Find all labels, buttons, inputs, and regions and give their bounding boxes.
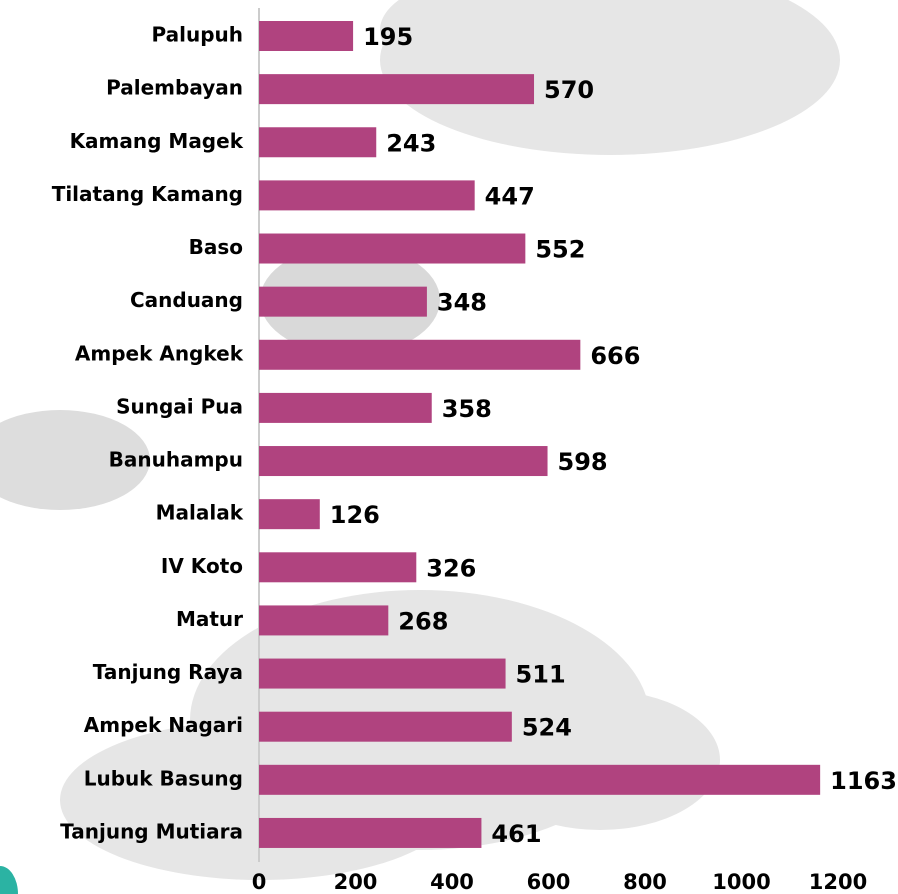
cloud bbox=[0, 410, 150, 510]
category-label: Banuhampu bbox=[109, 448, 243, 472]
category-label: Tilatang Kamang bbox=[52, 182, 243, 206]
x-tick-label: 200 bbox=[334, 870, 378, 894]
value-label: 461 bbox=[491, 820, 541, 848]
value-label: 598 bbox=[558, 448, 608, 476]
value-label: 666 bbox=[590, 342, 640, 370]
bar bbox=[259, 499, 320, 530]
value-label: 570 bbox=[544, 76, 594, 104]
cloud bbox=[480, 690, 720, 830]
value-label: 447 bbox=[485, 182, 535, 210]
value-label: 358 bbox=[442, 395, 492, 423]
bar bbox=[259, 233, 526, 264]
value-label: 195 bbox=[363, 23, 413, 51]
bar bbox=[259, 552, 417, 583]
category-label: Tanjung Raya bbox=[93, 660, 243, 684]
value-label: 511 bbox=[516, 661, 566, 689]
category-label: Kamang Magek bbox=[70, 129, 244, 153]
category-label: Palupuh bbox=[151, 23, 243, 47]
decor bbox=[0, 866, 18, 894]
bar bbox=[259, 446, 548, 477]
x-tick-label: 800 bbox=[623, 870, 667, 894]
x-tick-label: 1200 bbox=[809, 870, 867, 894]
bar bbox=[259, 711, 512, 742]
value-label: 268 bbox=[398, 607, 448, 635]
bar bbox=[259, 658, 506, 689]
category-label: Baso bbox=[189, 235, 243, 259]
bar bbox=[259, 764, 821, 795]
bar bbox=[259, 339, 581, 370]
value-label: 1163 bbox=[830, 767, 897, 795]
category-label: Palembayan bbox=[106, 76, 243, 100]
bar bbox=[259, 74, 535, 105]
bar bbox=[259, 605, 389, 636]
category-label: Tanjung Mutiara bbox=[60, 819, 243, 843]
category-label: Matur bbox=[176, 607, 243, 631]
category-label: Ampek Nagari bbox=[84, 713, 243, 737]
bar bbox=[259, 127, 377, 158]
category-label: Canduang bbox=[130, 288, 243, 312]
value-label: 524 bbox=[522, 714, 572, 742]
bar bbox=[259, 286, 427, 317]
bar bbox=[259, 392, 432, 423]
category-label: Sungai Pua bbox=[116, 394, 243, 418]
value-label: 552 bbox=[535, 236, 585, 264]
value-label: 348 bbox=[437, 289, 487, 317]
bar bbox=[259, 180, 475, 211]
category-label: Lubuk Basung bbox=[84, 766, 243, 790]
bar bbox=[259, 21, 354, 51]
x-tick-label: 400 bbox=[430, 870, 474, 894]
cloud bbox=[380, 0, 660, 90]
bar bbox=[259, 817, 482, 848]
value-label: 326 bbox=[426, 554, 476, 582]
x-tick-label: 600 bbox=[527, 870, 571, 894]
category-label: IV Koto bbox=[161, 554, 243, 578]
value-label: 243 bbox=[386, 129, 436, 157]
category-label: Ampek Angkek bbox=[75, 341, 244, 365]
x-tick-label: 0 bbox=[252, 870, 267, 894]
value-label: 126 bbox=[330, 501, 380, 529]
category-label: Malalak bbox=[156, 501, 244, 525]
x-tick-label: 1000 bbox=[712, 870, 770, 894]
